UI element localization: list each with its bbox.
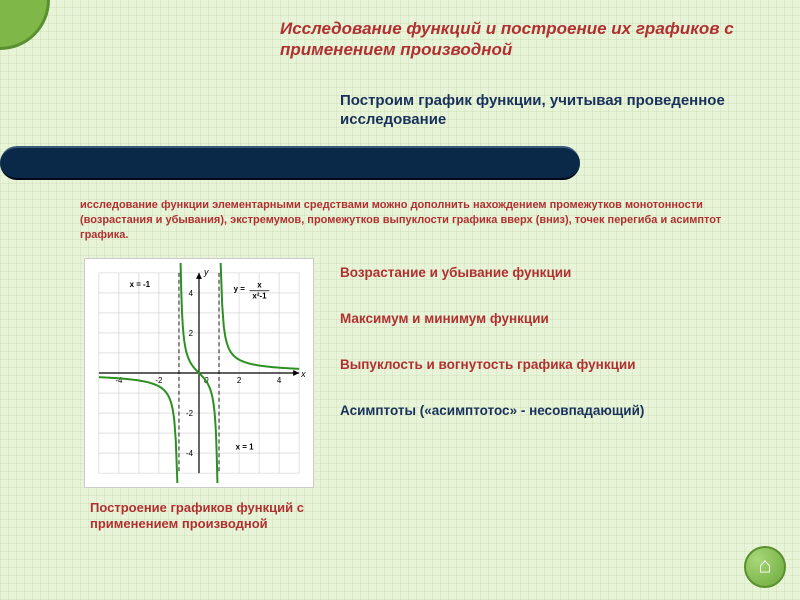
- svg-text:2: 2: [189, 329, 193, 338]
- function-chart: -4-22442-2-40xyx = -1x = 1y =xx²-1: [84, 258, 314, 488]
- svg-text:x: x: [300, 369, 306, 379]
- svg-text:x = 1: x = 1: [236, 442, 254, 451]
- divider-banner: [0, 146, 580, 180]
- topic-item-1[interactable]: Возрастание и убывание функции: [340, 265, 760, 280]
- svg-text:4: 4: [189, 289, 194, 298]
- corner-decoration: [0, 0, 50, 50]
- svg-text:-2: -2: [186, 409, 193, 418]
- slide-title: Исследование функций и построение их гра…: [280, 18, 780, 61]
- svg-text:4: 4: [277, 376, 282, 385]
- svg-text:-4: -4: [186, 449, 194, 458]
- svg-text:y =: y =: [234, 285, 246, 294]
- svg-text:-2: -2: [155, 376, 162, 385]
- slide-subtitle: Построим график функции, учитывая провед…: [340, 92, 740, 130]
- svg-text:x: x: [257, 281, 262, 290]
- svg-text:2: 2: [237, 376, 241, 385]
- topic-item-2[interactable]: Максимум и минимум функции: [340, 311, 760, 326]
- topic-list: Возрастание и убывание функции Максимум …: [340, 265, 760, 449]
- body-paragraph: исследование функции элементарными средс…: [80, 198, 760, 243]
- topic-item-3[interactable]: Выпуклость и вогнутость графика функции: [340, 357, 760, 372]
- topic-item-4[interactable]: Асимптоты («асимптотос» - несовпадающий): [340, 403, 760, 418]
- svg-text:x²-1: x²-1: [252, 292, 267, 301]
- chart-caption: Построение графиков функций с применение…: [90, 500, 320, 533]
- svg-text:y: y: [203, 267, 209, 277]
- home-icon[interactable]: [744, 546, 786, 588]
- svg-text:x = -1: x = -1: [130, 280, 151, 289]
